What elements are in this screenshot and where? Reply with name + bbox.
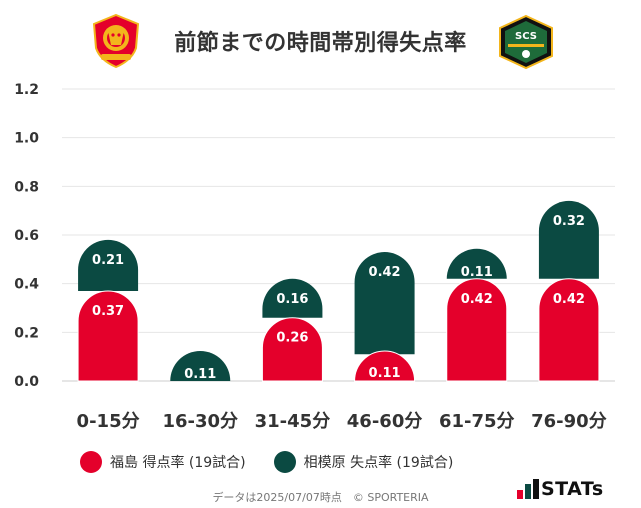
- bar-away: [446, 248, 507, 279]
- legend: 福島 得点率 (19試合) 相模原 失点率 (19試合): [80, 449, 481, 475]
- x-axis-ticks: 0-15分 16-30分 31-45分 46-60分 61-75分 76-90分: [77, 411, 607, 432]
- x-tick-label: 31-45分: [255, 411, 331, 432]
- y-tick-label: 0.0: [14, 374, 39, 390]
- y-tick-label: 0.4: [14, 277, 39, 293]
- x-tick-label: 0-15分: [77, 411, 140, 432]
- x-tick-label: 76-90分: [531, 411, 607, 432]
- bar-away: [354, 252, 415, 355]
- legend-item-away: 相模原 失点率 (19試合): [273, 451, 454, 473]
- data-source-note: データは2025/07/07時点 © SPORTERIA: [212, 491, 429, 504]
- bar-away: [262, 278, 323, 318]
- bar-label-away: 0.11: [461, 265, 493, 280]
- legend-swatch-home: [80, 451, 102, 473]
- bar-label-away: 0.11: [184, 367, 216, 382]
- bar-label-away: 0.16: [276, 292, 308, 307]
- bar-label-away: 0.21: [92, 253, 124, 268]
- bar-label-away: 0.32: [553, 214, 585, 229]
- grid-layer: [62, 88, 615, 382]
- bar-label-home: 0.11: [369, 366, 401, 381]
- legend-label-away: 相模原 失点率 (19試合): [303, 455, 454, 471]
- sagamihara-logo-text: SCS: [515, 31, 537, 42]
- legend-label-home: 福島 得点率 (19試合): [110, 455, 246, 471]
- x-tick-label: 61-75分: [439, 411, 515, 432]
- chart-title: 前節までの時間帯別得失点率: [174, 31, 467, 56]
- bar-label-away: 0.42: [369, 265, 401, 280]
- bar-home: [77, 290, 139, 382]
- bar-label-home: 0.42: [461, 292, 493, 307]
- bar-label-home: 0.42: [553, 292, 585, 307]
- bar-label-home: 0.26: [276, 331, 308, 346]
- x-tick-label: 16-30分: [162, 411, 238, 432]
- bars-layer: 0.21 0.37 0.11 0.16 0.26 0.42 0.11 0.11 0.42 0.32…: [77, 200, 600, 382]
- stats-brand-text: STATs: [541, 478, 604, 500]
- y-tick-label: 0.8: [14, 179, 39, 195]
- bar-home: [354, 350, 416, 382]
- chart-header: 前節までの時間帯別得失点率 SCS: [0, 0, 641, 82]
- bar-home: [446, 278, 508, 382]
- y-axis-ticks: 0.0 0.2 0.4 0.6 0.8 1.0 1.2: [14, 82, 39, 390]
- stats-brand: STATs: [517, 478, 604, 500]
- bar-away: [170, 351, 231, 381]
- stats-bars-icon: [517, 479, 539, 499]
- bar-home: [538, 278, 600, 382]
- bar-away: [538, 200, 599, 279]
- x-tick-label: 46-60分: [347, 411, 423, 432]
- y-tick-label: 1.2: [14, 82, 39, 98]
- legend-item-home: 福島 得点率 (19試合): [80, 451, 246, 473]
- bar-label-home: 0.37: [92, 304, 124, 319]
- legend-swatch-away: [273, 451, 296, 473]
- bar-chart: 0.00.20.40.60.81.01.2 0.210.370.110.160.…: [14, 82, 615, 432]
- y-tick-label: 0.6: [14, 228, 39, 244]
- bar-away: [78, 239, 139, 291]
- sagamihara-logo: SCS: [499, 14, 553, 70]
- bar-home: [261, 317, 323, 382]
- y-tick-label: 1.0: [14, 131, 39, 147]
- fukushima-united-logo: [92, 14, 140, 68]
- y-tick-label: 0.2: [14, 325, 39, 341]
